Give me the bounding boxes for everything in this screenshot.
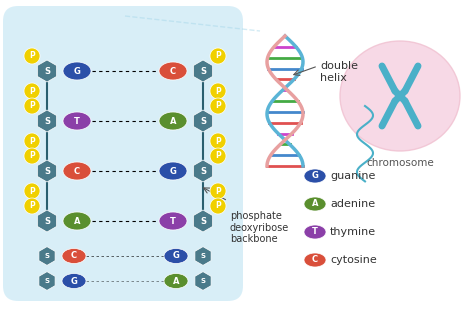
Circle shape: [24, 98, 40, 114]
Polygon shape: [39, 247, 55, 265]
Text: S: S: [200, 66, 206, 76]
Text: P: P: [215, 87, 221, 95]
Text: cytosine: cytosine: [330, 255, 377, 265]
FancyBboxPatch shape: [3, 6, 243, 301]
Text: P: P: [29, 87, 35, 95]
Polygon shape: [37, 110, 56, 132]
Polygon shape: [195, 247, 211, 265]
Ellipse shape: [164, 248, 188, 264]
Circle shape: [24, 133, 40, 149]
Circle shape: [210, 198, 226, 214]
Ellipse shape: [304, 197, 326, 211]
Polygon shape: [193, 160, 212, 182]
Text: G: G: [173, 252, 180, 260]
Circle shape: [24, 198, 40, 214]
Text: S: S: [44, 117, 50, 125]
Circle shape: [210, 48, 226, 64]
Text: A: A: [74, 216, 80, 226]
Text: A: A: [173, 276, 179, 285]
Text: C: C: [71, 252, 77, 260]
Text: C: C: [170, 66, 176, 76]
Polygon shape: [37, 210, 56, 232]
Text: S: S: [45, 253, 49, 259]
Text: T: T: [312, 228, 318, 236]
Text: P: P: [29, 101, 35, 111]
Circle shape: [24, 83, 40, 99]
Circle shape: [24, 183, 40, 199]
Ellipse shape: [63, 212, 91, 230]
Text: adenine: adenine: [330, 199, 375, 209]
Ellipse shape: [304, 169, 326, 183]
Ellipse shape: [63, 162, 91, 180]
Text: C: C: [312, 256, 318, 264]
Polygon shape: [193, 110, 212, 132]
Text: G: G: [170, 167, 176, 175]
Text: P: P: [29, 137, 35, 145]
Text: C: C: [74, 167, 80, 175]
Circle shape: [24, 148, 40, 164]
Polygon shape: [193, 60, 212, 82]
Ellipse shape: [159, 62, 187, 80]
Polygon shape: [37, 160, 56, 182]
Ellipse shape: [304, 253, 326, 267]
Text: P: P: [29, 202, 35, 210]
Ellipse shape: [159, 112, 187, 130]
Text: P: P: [215, 186, 221, 196]
Text: S: S: [201, 278, 206, 284]
Text: A: A: [170, 117, 176, 125]
Text: P: P: [29, 151, 35, 161]
Circle shape: [210, 83, 226, 99]
Text: T: T: [170, 216, 176, 226]
Circle shape: [210, 148, 226, 164]
Text: S: S: [44, 216, 50, 226]
Text: P: P: [215, 137, 221, 145]
Circle shape: [24, 48, 40, 64]
Text: chromosome: chromosome: [366, 158, 434, 168]
Text: P: P: [215, 151, 221, 161]
Ellipse shape: [159, 212, 187, 230]
Text: G: G: [71, 276, 77, 285]
Polygon shape: [39, 272, 55, 290]
Text: S: S: [44, 167, 50, 175]
Text: S: S: [200, 117, 206, 125]
Text: P: P: [29, 52, 35, 60]
Text: G: G: [73, 66, 81, 76]
Text: P: P: [215, 101, 221, 111]
Text: S: S: [200, 216, 206, 226]
Text: P: P: [29, 186, 35, 196]
Polygon shape: [193, 210, 212, 232]
Ellipse shape: [164, 274, 188, 289]
Text: guanine: guanine: [330, 171, 375, 181]
Ellipse shape: [63, 62, 91, 80]
Text: phosphate
deoxyribose
backbone: phosphate deoxyribose backbone: [230, 211, 289, 244]
Ellipse shape: [62, 248, 86, 264]
Circle shape: [210, 183, 226, 199]
Text: T: T: [74, 117, 80, 125]
Circle shape: [210, 98, 226, 114]
Text: G: G: [311, 172, 319, 180]
Ellipse shape: [62, 274, 86, 289]
Text: double
helix: double helix: [320, 61, 358, 82]
Text: S: S: [45, 278, 49, 284]
Text: thymine: thymine: [330, 227, 376, 237]
Text: S: S: [201, 253, 206, 259]
Text: S: S: [200, 167, 206, 175]
Text: A: A: [312, 199, 318, 209]
Polygon shape: [195, 272, 211, 290]
Circle shape: [210, 133, 226, 149]
Text: P: P: [215, 52, 221, 60]
Ellipse shape: [63, 112, 91, 130]
Text: P: P: [215, 202, 221, 210]
Ellipse shape: [304, 225, 326, 239]
Polygon shape: [37, 60, 56, 82]
Ellipse shape: [340, 41, 460, 151]
Ellipse shape: [159, 162, 187, 180]
Text: S: S: [44, 66, 50, 76]
